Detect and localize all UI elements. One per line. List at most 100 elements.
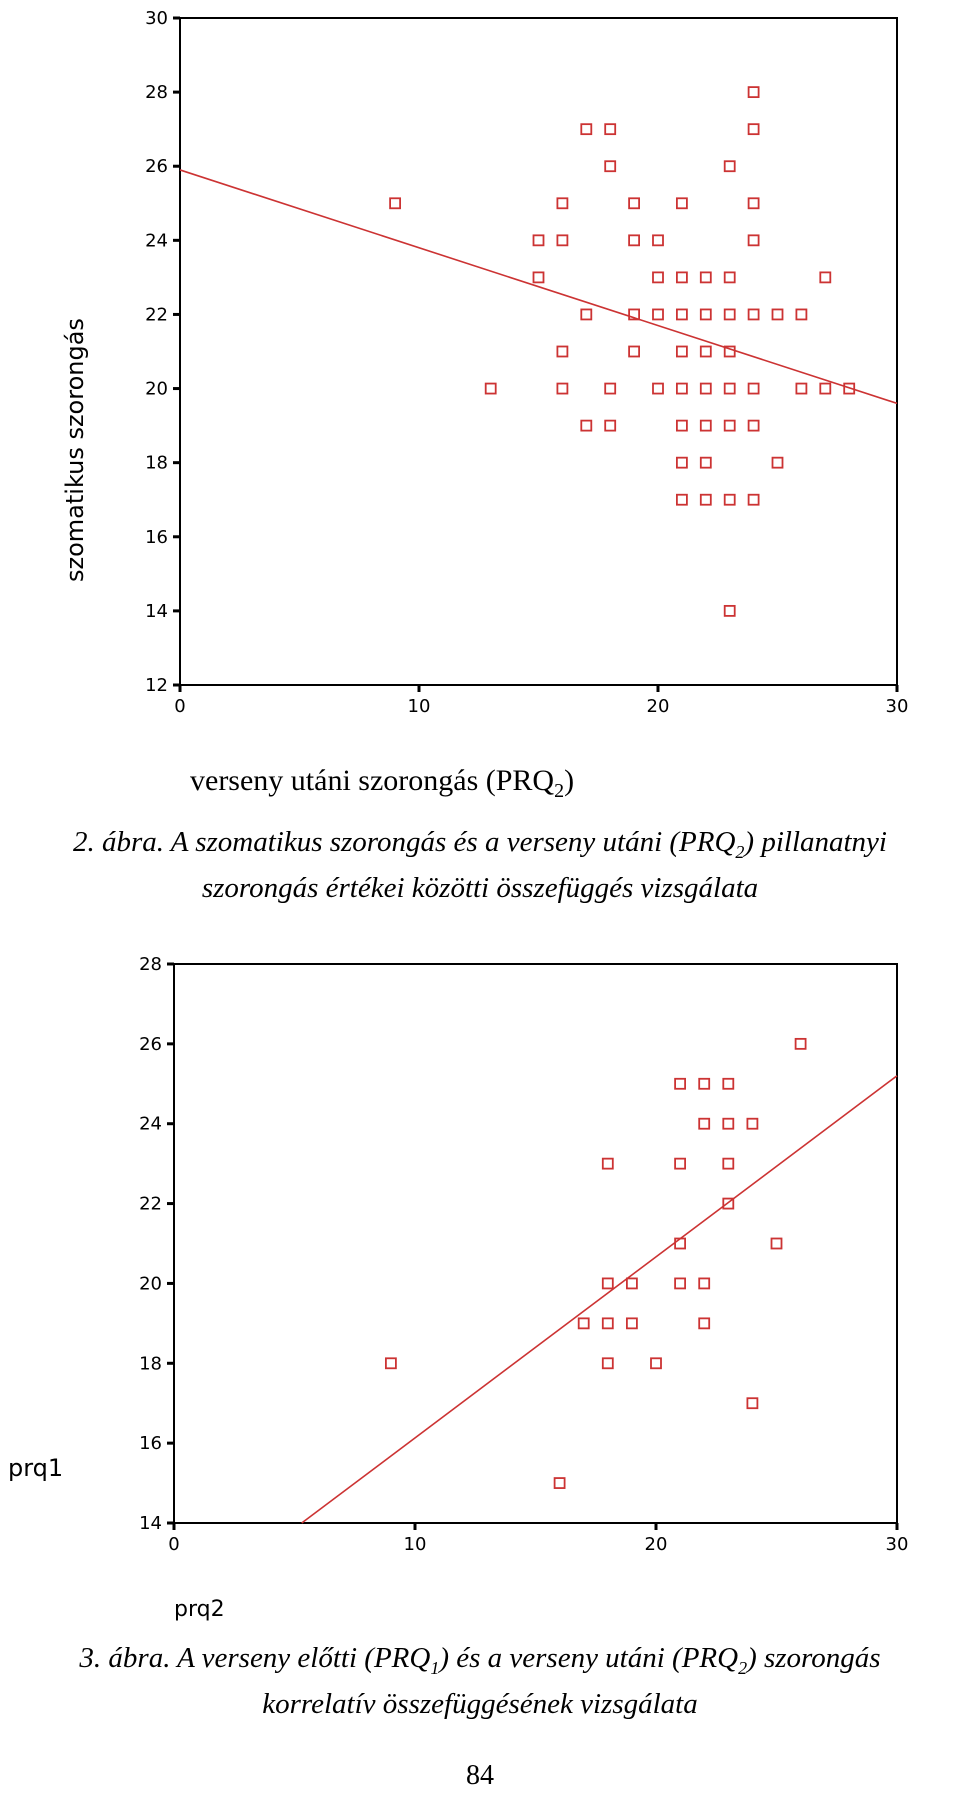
chart-2-y-tick-label: 20	[139, 1273, 162, 1294]
chart-2-data-point	[722, 1117, 735, 1130]
chart-2-data-point	[626, 1277, 638, 1290]
chart-2-x-tick-label: 30	[886, 1534, 909, 1555]
chart-1-data-point	[652, 382, 664, 395]
chart-1-data-point	[532, 234, 545, 247]
chart-1-y-tick-label: 22	[145, 304, 168, 325]
chart-1-data-point	[699, 493, 712, 506]
chart-1-data-point	[676, 197, 688, 210]
chart-1-data-point	[484, 382, 497, 395]
figure-3-caption: 3. ábra. A verseny előtti (PRQ1) és a ve…	[79, 1642, 881, 1720]
chart-1-data-point	[747, 234, 760, 247]
chart-1-data-point	[747, 382, 760, 395]
chart-1-data-point	[723, 493, 736, 506]
chart-2-y-tick-label: 16	[139, 1433, 162, 1454]
chart-1-data-point	[604, 419, 617, 432]
chart-1-data-point	[556, 234, 569, 247]
chart-1-x-axis-label: verseny utáni szorongás (PRQ2)	[190, 764, 575, 802]
chart-1-data-point	[747, 308, 760, 321]
chart-1-data-point	[699, 456, 712, 469]
chart-1-data-point	[652, 308, 664, 321]
chart-1-regression-line	[179, 169, 898, 405]
chart-2-prq1-vs-prq2: 14 16 18 20 22 24 26 28 0 10 20 30	[139, 954, 909, 1555]
chart-1-data-point	[699, 271, 712, 284]
chart-1-x-tick-label: 10	[408, 696, 431, 717]
chart-1-data-point	[699, 345, 712, 358]
chart-2-y-tick-label: 22	[139, 1194, 162, 1215]
chart-1-data-point	[747, 86, 760, 99]
chart-1-data-point	[389, 197, 402, 210]
chart-2-plot-frame	[173, 963, 898, 1524]
chart-1-y-tick-label: 14	[145, 601, 168, 622]
chart-2-x-tick-label: 20	[645, 1534, 668, 1555]
chart-1-y-tick-label: 12	[145, 675, 168, 696]
chart-2-data-point	[722, 1077, 735, 1090]
chart-1-data-point	[795, 308, 808, 321]
figure-2-caption: 2. ábra. A szomatikus szorongás és a ver…	[73, 826, 887, 904]
chart-1-data-point	[628, 345, 640, 358]
chart-1-data-point	[723, 345, 736, 358]
chart-1-data-point	[723, 160, 736, 173]
chart-1-data-point	[652, 271, 664, 284]
chart-1-data-point	[580, 308, 593, 321]
chart-1-data-point	[628, 308, 640, 321]
chart-1-data-point	[676, 345, 688, 358]
chart-1-data-point	[652, 234, 664, 247]
chart-2-regression-line	[301, 1075, 898, 1524]
chart-2-data-point	[698, 1317, 711, 1330]
chart-1-data-point	[819, 382, 832, 395]
chart-2-data-point	[601, 1277, 614, 1290]
chart-1-data-point	[843, 382, 856, 395]
chart-2-data-point	[722, 1157, 735, 1170]
chart-1-y-tick-label: 28	[145, 82, 168, 103]
chart-2-y-tick-label: 18	[139, 1353, 162, 1374]
chart-2-data-point	[746, 1397, 759, 1410]
chart-1-data-point	[604, 123, 617, 136]
chart-1-data-point	[532, 271, 545, 284]
chart-2-data-point	[626, 1317, 638, 1330]
chart-1-data-point	[771, 308, 784, 321]
chart-2-x-tick-label: 0	[168, 1534, 179, 1555]
chart-1-data-point	[676, 456, 688, 469]
chart-2-data-point	[746, 1117, 759, 1130]
chart-1-y-tick-label: 20	[145, 379, 168, 400]
chart-2-data-point	[722, 1197, 735, 1210]
chart-1-data-point	[628, 234, 640, 247]
chart-1-x-tick-label: 0	[174, 696, 185, 717]
chart-1-plot-frame	[179, 17, 898, 686]
chart-2-y-tick-label: 14	[139, 1513, 162, 1534]
chart-1-data-point	[819, 271, 832, 284]
chart-2-data-point	[384, 1357, 397, 1370]
chart-1-data-point	[556, 345, 569, 358]
chart-2-data-point	[553, 1477, 566, 1489]
chart-1-data-point	[723, 271, 736, 284]
chart-2-data-point	[674, 1157, 686, 1170]
chart-1-data-point	[628, 197, 640, 210]
chart-1-data-point	[676, 271, 688, 284]
chart-1-somatic-vs-prq2: 12 14 16 18 20 22 24 26 28 30 0 10 20 30	[145, 8, 908, 717]
chart-2-data-point	[601, 1357, 614, 1370]
chart-1-data-point	[604, 382, 617, 395]
chart-1-data-point	[580, 123, 593, 136]
chart-2-data-point	[650, 1357, 662, 1370]
chart-1-data-point	[676, 308, 688, 321]
chart-2-y-tick-label: 28	[139, 954, 162, 975]
chart-1-data-point	[723, 604, 736, 617]
chart-2-y-tick-label: 26	[139, 1034, 162, 1055]
chart-2-x-tick-label: 10	[404, 1534, 427, 1555]
chart-1-data-point	[747, 493, 760, 506]
chart-2-data-point	[698, 1077, 711, 1090]
chart-1-data-point	[699, 382, 712, 395]
chart-1-data-point	[723, 308, 736, 321]
chart-1-data-point	[795, 382, 808, 395]
chart-1-y-tick-label: 18	[145, 453, 168, 474]
chart-1-data-point	[747, 197, 760, 210]
chart-2-data-point	[674, 1237, 686, 1250]
chart-1-data-point	[676, 382, 688, 395]
chart-1-data-point	[580, 419, 593, 432]
chart-1-data-point	[747, 123, 760, 136]
chart-2-data-point	[770, 1237, 783, 1250]
chart-1-data-point	[723, 419, 736, 432]
chart-1-data-point	[747, 419, 760, 432]
chart-1-y-tick-label: 24	[145, 230, 168, 251]
chart-1-y-tick-label: 26	[145, 156, 168, 177]
